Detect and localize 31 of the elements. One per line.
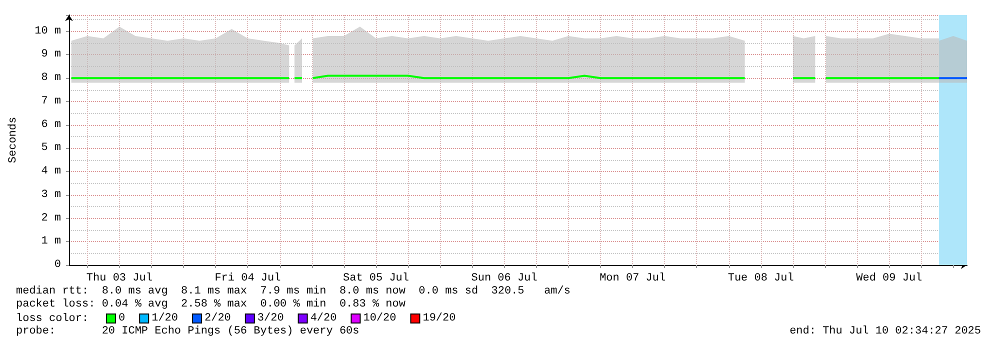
- legend-label: 4/20: [310, 312, 337, 324]
- x-tick-label: Sat 05 Jul: [342, 272, 410, 284]
- x-tick-label: Fri 04 Jul: [214, 272, 281, 284]
- y-tick-label: 3 m: [41, 188, 62, 201]
- y-tick-label: 8 m: [41, 72, 62, 84]
- legend-label: 3/20: [257, 312, 284, 324]
- y-tick-label: 6 m: [41, 118, 62, 131]
- text: median rtt: 8.0 ms avg 8.1 ms max 7.9 ms min 8.0 ms now 0.0 ms sd 320.5 am/s: [16, 286, 570, 298]
- x-tick-label: Mon 07 Jul: [600, 272, 666, 284]
- y-tick-label: 5 m: [41, 142, 62, 154]
- x-tick-label: Wed 09 Jul: [856, 272, 922, 284]
- legend-label: 19/20: [422, 312, 456, 324]
- legend-label: 2/20: [204, 312, 231, 324]
- y-tick-label: 7 m: [41, 95, 62, 108]
- x-tick-label: Tue 08 Jul: [728, 272, 794, 284]
- y-tick-label: 10 m: [34, 25, 62, 38]
- y-axis-title: Seconds: [8, 116, 20, 164]
- y-tick-label: 1 m: [41, 236, 62, 248]
- legend-label: 10/20: [363, 312, 396, 324]
- x-tick-label: Sun 06 Jul: [471, 272, 538, 284]
- text: probe: 20 ICMP Echo Pings (56 Bytes) every 60s: [16, 326, 360, 338]
- legend-label: 0: [118, 312, 126, 324]
- legend-label: 1/20: [152, 312, 178, 324]
- y-tick-label: 0: [54, 259, 61, 271]
- y-tick-label: 4 m: [41, 166, 62, 178]
- text: packet loss: 0.04 % avg 2.58 % max 0.00 % min 0.83 % now: [16, 298, 406, 310]
- x-tick-label: Thu 03 Jul: [86, 272, 152, 284]
- y-tick-label: 2 m: [41, 212, 62, 224]
- text: end: Thu Jul 10 02:34:27 2025: [790, 326, 982, 338]
- y-tick-label: 9 m: [41, 48, 62, 61]
- legend-title: loss color:: [16, 313, 89, 325]
